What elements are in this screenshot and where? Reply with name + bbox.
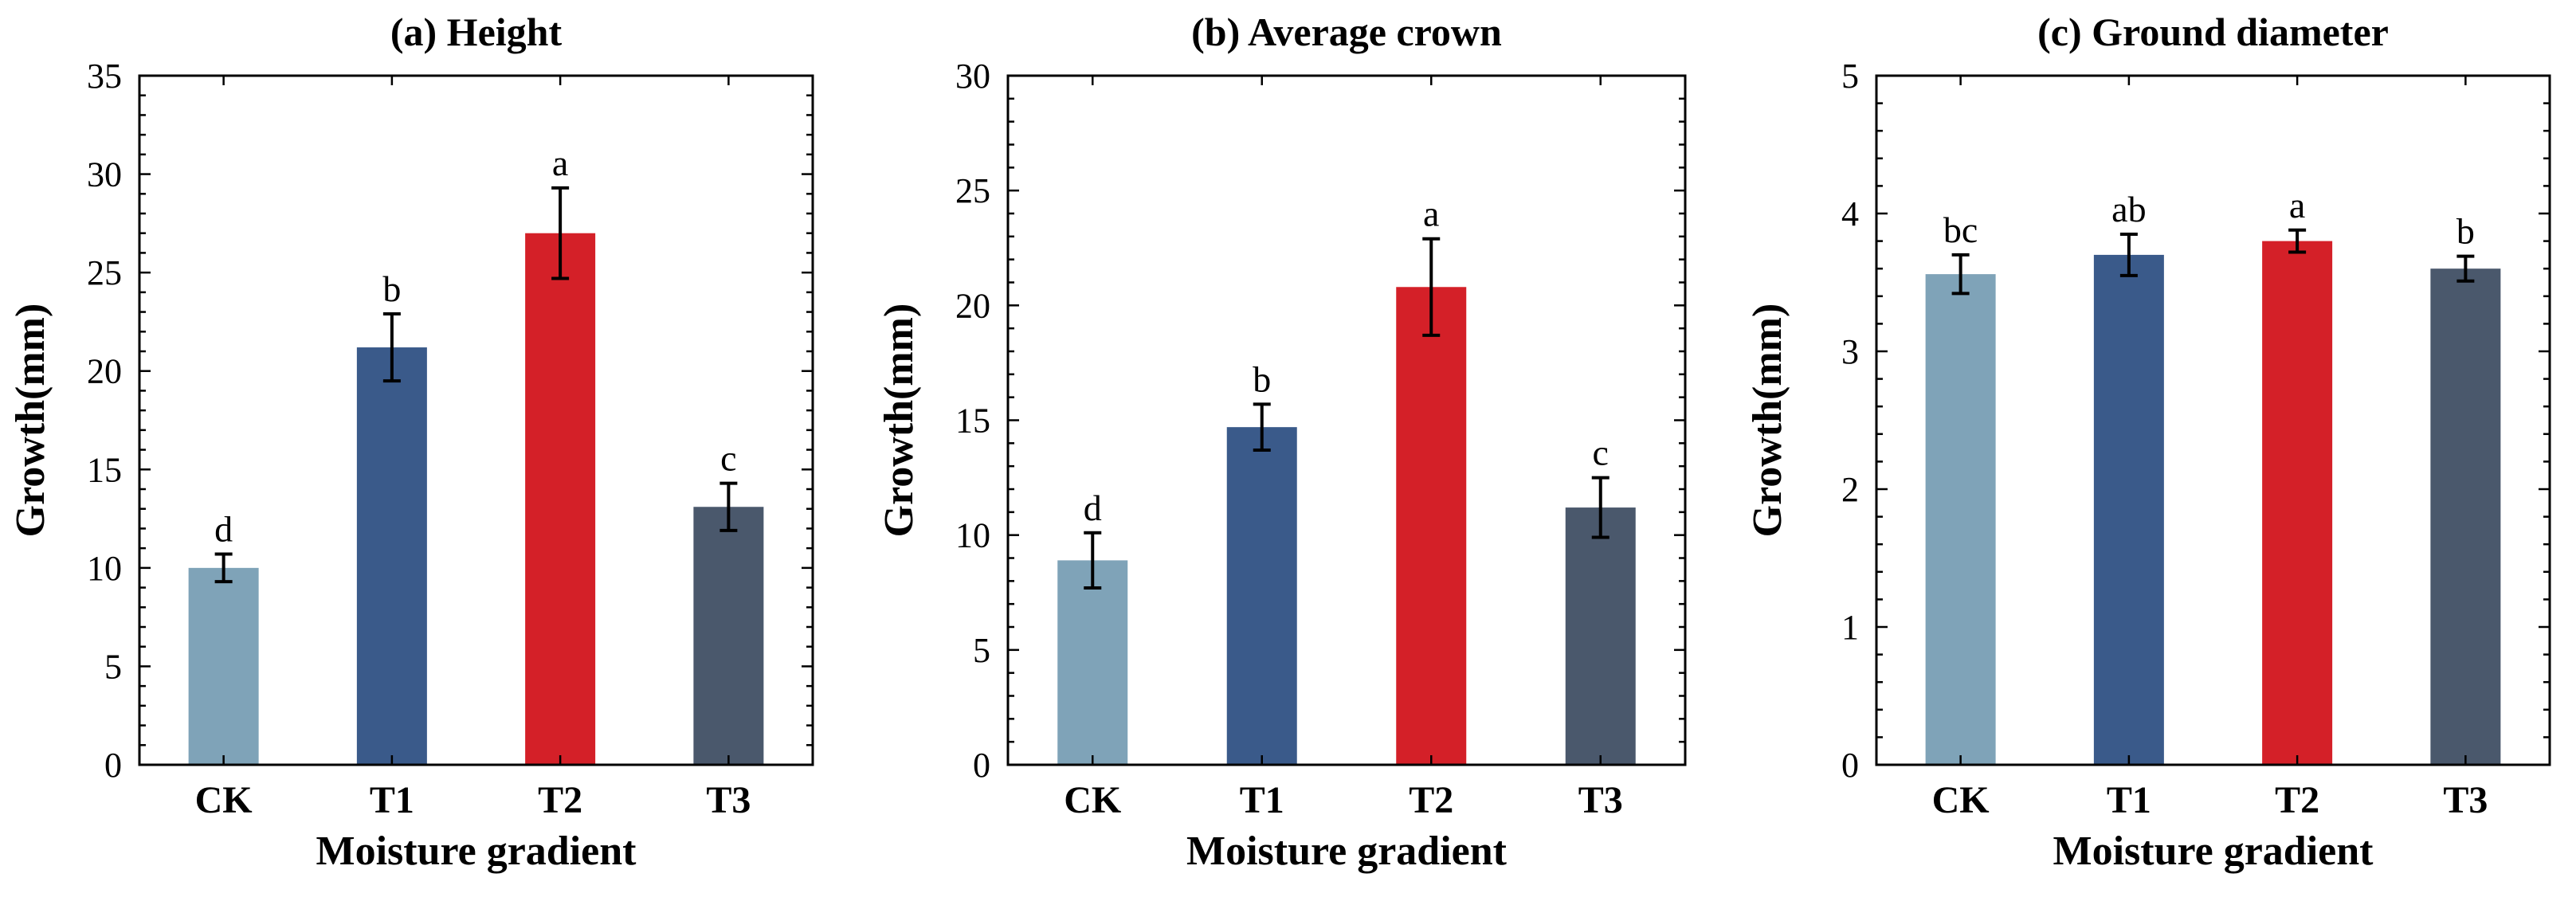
y-tick-label: 15: [87, 450, 122, 489]
x-tick-label-t1: T1: [2107, 779, 2151, 821]
x-tick-label-t1: T1: [1240, 779, 1284, 821]
chart-title-a: (a) Height: [390, 10, 563, 54]
y-tick-label: 0: [973, 746, 990, 785]
plot-frame-a: [138, 74, 814, 766]
significance-label-t1: b: [1253, 358, 1271, 399]
significance-label-t2: a: [552, 143, 568, 183]
y-tick-label: 0: [1841, 746, 1859, 785]
x-axis-label-b: Moisture gradient: [1186, 829, 1508, 874]
bar-ck: [1925, 274, 1996, 765]
plot-frame-c: [1875, 74, 2551, 766]
y-tick-label: 0: [104, 746, 122, 785]
bar-ck: [1057, 560, 1128, 765]
x-tick-label-ck: CK: [1064, 779, 1121, 821]
y-tick-label: 25: [955, 171, 990, 210]
y-tick-label: 15: [955, 402, 990, 441]
significance-label-t1: ab: [2111, 189, 2146, 229]
bar-t2: [1396, 287, 1467, 765]
x-tick-label-t3: T3: [1578, 779, 1623, 821]
significance-label-t2: a: [2289, 185, 2305, 225]
chart-title-c: (c) Ground diameter: [2037, 10, 2389, 54]
x-tick-label-t3: T3: [2443, 779, 2488, 821]
y-tick-label: 25: [87, 253, 122, 292]
y-tick-label: 30: [87, 155, 122, 194]
y-axis-label-a: Growth(mm): [8, 304, 53, 538]
x-axis-label-c: Moisture gradient: [2053, 829, 2374, 874]
significance-label-ck: d: [1084, 488, 1102, 528]
y-axis-label-b: Growth(mm): [876, 304, 922, 538]
y-tick-label: 5: [973, 631, 990, 670]
significance-label-t3: c: [1593, 433, 1609, 473]
significance-label-t1: b: [382, 268, 401, 309]
y-tick-label: 35: [87, 57, 122, 96]
x-tick-label-ck: CK: [1932, 779, 1990, 821]
chart-panel-c: (c) Ground diameter 0 1 2 3 4 5 bc CK ab T1 a T2 b T3 M…: [1745, 10, 2551, 874]
significance-label-ck: d: [214, 509, 233, 550]
bar-t2: [2262, 241, 2333, 766]
y-tick-label: 3: [1841, 332, 1859, 371]
significance-label-t3: b: [2456, 211, 2475, 252]
x-tick-label-t1: T1: [370, 779, 414, 821]
y-axis-label-c: Growth(mm): [1745, 304, 1790, 538]
bar-t3: [2430, 268, 2501, 765]
x-tick-label-t2: T2: [2275, 779, 2319, 821]
y-tick-label: 4: [1841, 194, 1859, 233]
y-tick-label: 10: [87, 549, 122, 588]
significance-label-ck: bc: [1943, 210, 1978, 250]
y-tick-label: 20: [955, 286, 990, 325]
y-tick-label: 2: [1841, 470, 1859, 509]
x-axis-label-a: Moisture gradient: [316, 829, 637, 874]
bar-t1: [356, 347, 427, 765]
x-tick-label-t2: T2: [1409, 779, 1453, 821]
bar-t1: [2093, 254, 2164, 765]
x-tick-label-ck: CK: [195, 779, 253, 821]
chart-panel-a: (a) Height 0 5 10 15 20 25 30 35 d CK b T1 a T2 c T3 Mois…: [8, 10, 814, 874]
chart-title-b: (b) Average crown: [1191, 10, 1502, 54]
significance-label-t2: a: [1423, 194, 1439, 234]
bar-t2: [525, 233, 596, 765]
y-tick-label: 20: [87, 352, 122, 391]
x-tick-label-t2: T2: [538, 779, 582, 821]
x-tick-label-t3: T3: [706, 779, 751, 821]
bar-t3: [1565, 507, 1636, 765]
chart-panel-b: (b) Average crown 0 5 10 15 20 25 30 d CK b T1 a T2 c T…: [876, 10, 1687, 874]
bar-t3: [693, 507, 764, 765]
significance-label-t3: c: [720, 438, 736, 479]
y-tick-label: 5: [104, 647, 122, 686]
bar-t1: [1226, 427, 1297, 765]
y-tick-label: 30: [955, 57, 990, 96]
y-tick-label: 10: [955, 516, 990, 555]
y-tick-label: 1: [1841, 608, 1859, 647]
plot-frame-b: [1006, 74, 1687, 766]
bar-ck: [188, 567, 259, 765]
y-tick-label: 5: [1841, 57, 1859, 96]
